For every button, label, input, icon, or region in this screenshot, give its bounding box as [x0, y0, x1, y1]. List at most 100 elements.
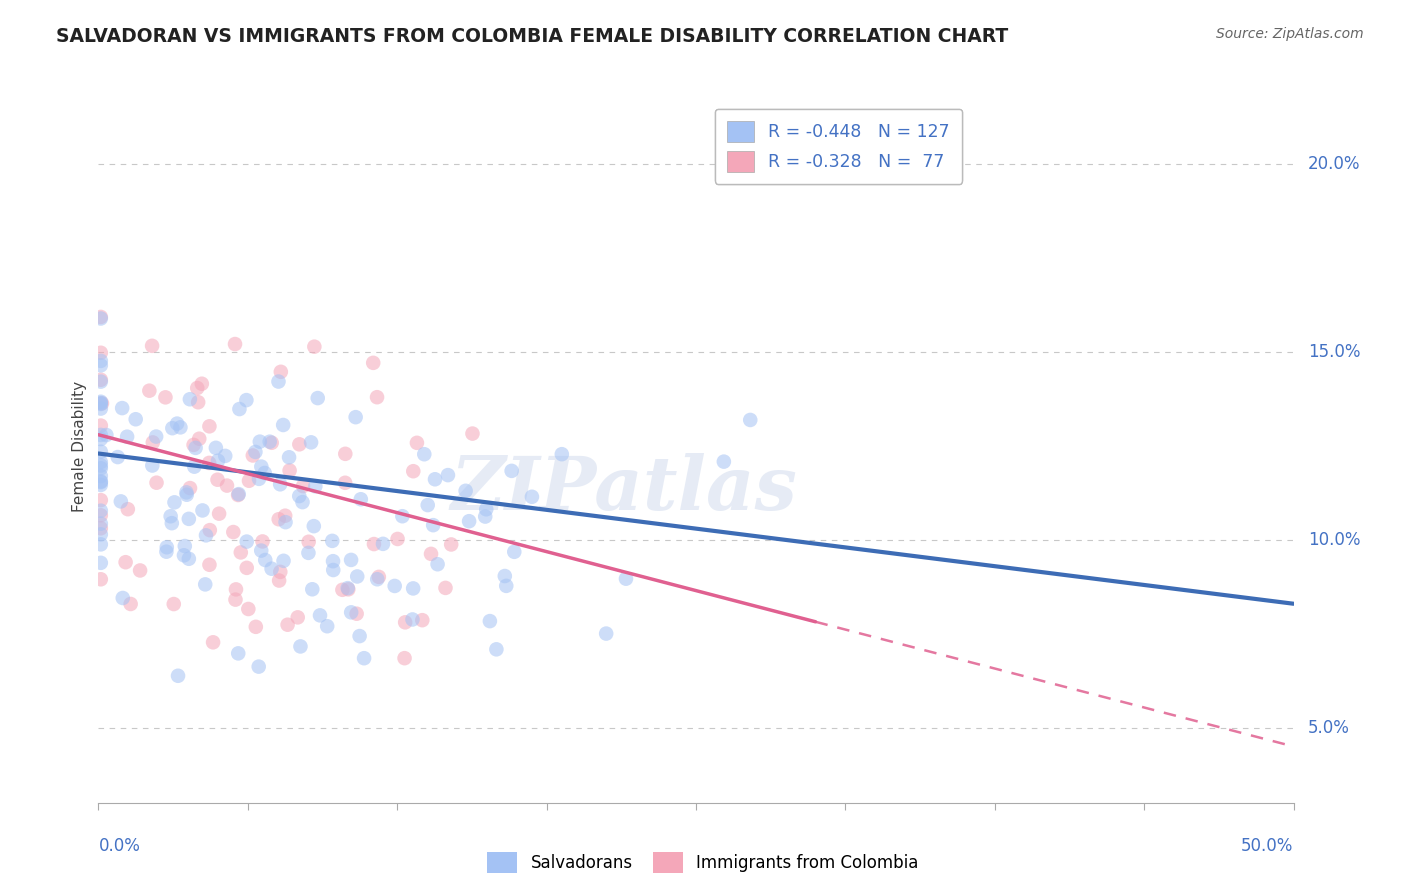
Point: [713, 455, 735, 469]
Point: [90, 461, 112, 475]
Point: [247, 659, 270, 673]
Point: [402, 464, 425, 478]
Point: [322, 563, 344, 577]
Point: [423, 472, 446, 486]
Point: [163, 597, 186, 611]
Point: [91, 396, 114, 410]
Point: [290, 640, 312, 654]
Point: [349, 629, 371, 643]
Point: [179, 481, 201, 495]
Point: [90, 311, 112, 326]
Point: [394, 651, 416, 665]
Point: [138, 384, 160, 398]
Point: [173, 539, 195, 553]
Point: [384, 579, 406, 593]
Point: [117, 502, 139, 516]
Text: 0.0%: 0.0%: [98, 837, 141, 855]
Text: 10.0%: 10.0%: [1308, 531, 1361, 549]
Point: [176, 485, 198, 500]
Point: [191, 376, 214, 391]
Point: [205, 441, 228, 455]
Point: [309, 608, 332, 623]
Point: [252, 534, 274, 549]
Point: [253, 466, 276, 480]
Point: [224, 337, 246, 351]
Point: [198, 419, 221, 434]
Point: [235, 534, 257, 549]
Point: [270, 365, 292, 379]
Point: [238, 602, 260, 616]
Point: [90, 516, 112, 531]
Point: [340, 605, 363, 619]
Point: [367, 570, 389, 584]
Point: [226, 646, 249, 660]
Point: [215, 478, 238, 492]
Point: [188, 432, 211, 446]
Point: [475, 502, 498, 516]
Point: [111, 591, 134, 605]
Point: [214, 449, 236, 463]
Point: [291, 495, 314, 509]
Legend: R = -0.448   N = 127, R = -0.328   N =  77: R = -0.448 N = 127, R = -0.328 N = 77: [714, 109, 962, 184]
Point: [235, 561, 257, 575]
Point: [90, 572, 112, 586]
Point: [96, 428, 118, 442]
Point: [307, 391, 329, 405]
Point: [461, 426, 484, 441]
Point: [90, 354, 112, 368]
Point: [614, 572, 637, 586]
Point: [259, 434, 281, 449]
Point: [90, 469, 112, 483]
Point: [177, 551, 200, 566]
Point: [595, 626, 617, 640]
Point: [387, 532, 409, 546]
Point: [353, 651, 375, 665]
Point: [292, 479, 315, 493]
Point: [337, 582, 360, 597]
Point: [269, 565, 291, 579]
Point: [202, 635, 225, 649]
Point: [194, 577, 217, 591]
Point: [333, 475, 356, 490]
Point: [141, 458, 163, 473]
Point: [169, 420, 191, 434]
Point: [350, 492, 373, 507]
Point: [110, 494, 132, 508]
Point: [226, 488, 249, 502]
Point: [235, 393, 257, 408]
Point: [183, 438, 205, 452]
Point: [224, 592, 246, 607]
Point: [242, 449, 264, 463]
Point: [394, 615, 416, 630]
Point: [321, 533, 343, 548]
Point: [485, 642, 508, 657]
Point: [245, 445, 267, 459]
Point: [402, 582, 425, 596]
Point: [274, 515, 297, 529]
Point: [494, 569, 516, 583]
Point: [363, 537, 385, 551]
Point: [267, 375, 290, 389]
Point: [288, 437, 311, 451]
Point: [269, 574, 291, 588]
Text: 15.0%: 15.0%: [1308, 343, 1361, 361]
Point: [250, 543, 273, 558]
Point: [90, 537, 112, 551]
Point: [495, 579, 517, 593]
Point: [207, 454, 229, 468]
Point: [260, 562, 283, 576]
Point: [222, 524, 245, 539]
Point: [247, 472, 270, 486]
Point: [186, 381, 208, 395]
Point: [454, 483, 477, 498]
Point: [254, 553, 277, 567]
Text: SALVADORAN VS IMMIGRANTS FROM COLOMBIA FEMALE DISABILITY CORRELATION CHART: SALVADORAN VS IMMIGRANTS FROM COLOMBIA F…: [56, 27, 1008, 45]
Point: [90, 310, 112, 324]
Point: [287, 610, 309, 624]
Point: [129, 564, 152, 578]
Point: [90, 432, 112, 446]
Point: [416, 498, 439, 512]
Point: [90, 401, 112, 416]
Point: [229, 545, 252, 559]
Point: [198, 558, 221, 572]
